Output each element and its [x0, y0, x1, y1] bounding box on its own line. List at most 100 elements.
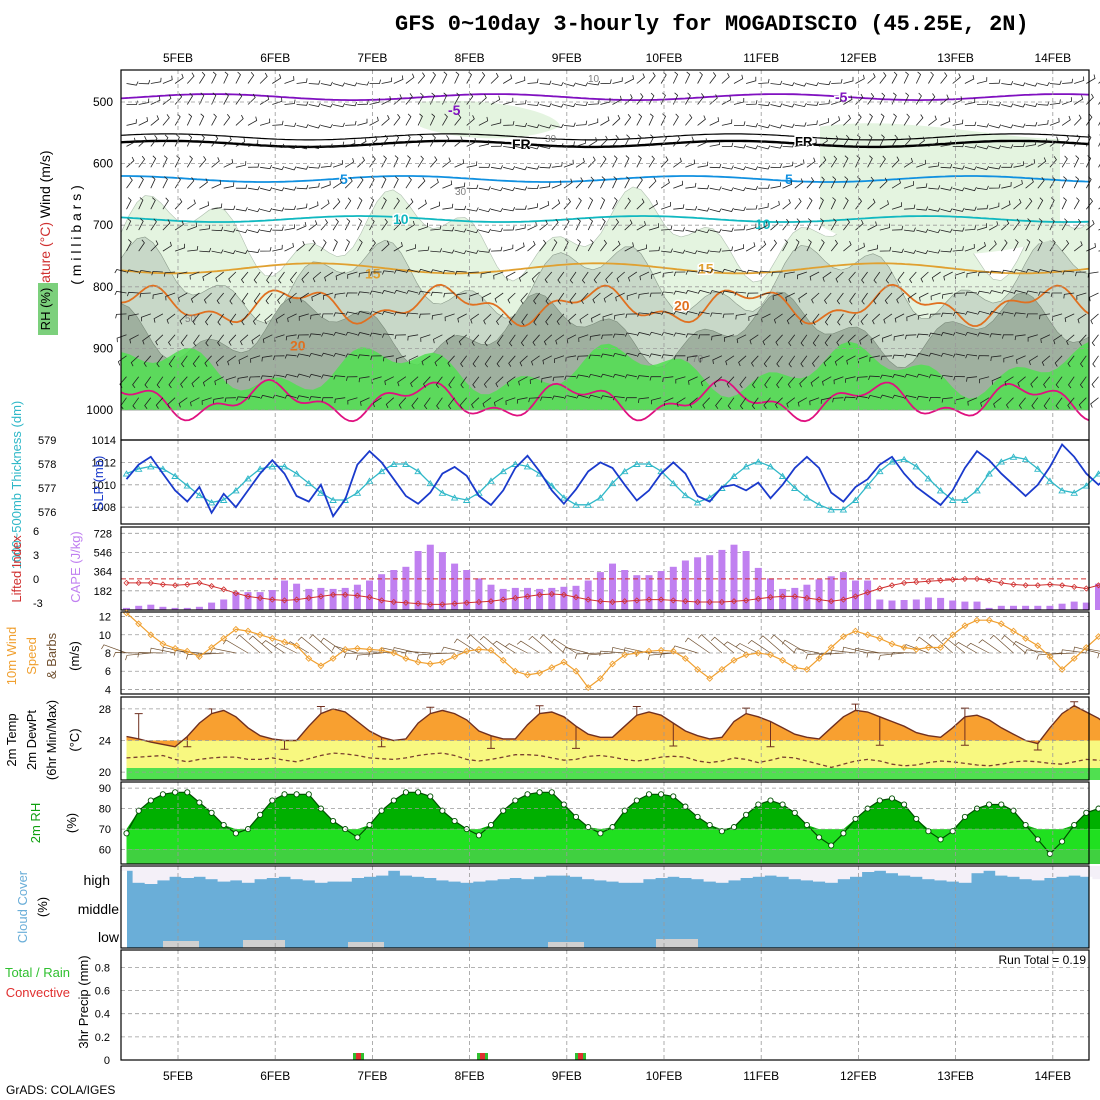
- wind-barb: [733, 187, 747, 192]
- wind-barb: [964, 206, 977, 211]
- wind-axis-label-2: Speed: [24, 637, 39, 675]
- wind-barb: [1043, 376, 1051, 389]
- rh-point: [159, 791, 166, 798]
- wind-barb: [393, 75, 404, 84]
- wind-barb: [393, 289, 407, 295]
- wind-barb: [916, 183, 928, 189]
- wind-barb: [581, 292, 589, 305]
- wind-barb: [600, 155, 607, 168]
- wind-barb: [454, 159, 465, 168]
- wind-barb: [296, 78, 308, 84]
- cape-bar: [949, 600, 957, 610]
- wind-speed-point: [317, 662, 325, 670]
- surface-wind-barb: [248, 635, 273, 654]
- wind-barb: [126, 119, 137, 126]
- cloud-low-fill: [348, 942, 384, 948]
- rh-point: [1071, 821, 1078, 829]
- wind-barb: [800, 334, 808, 347]
- rh-point: [998, 801, 1005, 808]
- wind-barb: [126, 176, 133, 189]
- wind-barb: [787, 376, 796, 388]
- wind-barb: [989, 270, 1002, 275]
- thickness-point: [596, 494, 605, 501]
- wind-barb: [1013, 239, 1019, 252]
- wind-barb: [775, 334, 783, 346]
- wind-barb: [600, 373, 613, 378]
- wind-barb: [1073, 114, 1082, 126]
- wind-barb: [417, 134, 423, 147]
- wind-barb: [506, 271, 516, 281]
- wind-barb: [417, 113, 423, 126]
- li-point: [536, 591, 543, 598]
- wind-barb: [648, 92, 655, 105]
- wind-barb: [1064, 313, 1075, 323]
- wind-barb: [775, 397, 783, 409]
- wind-barb: [919, 292, 929, 302]
- wind-barb: [685, 206, 698, 211]
- wind-barb: [333, 352, 346, 358]
- wind-barb: [357, 81, 370, 86]
- wind-barb: [496, 334, 504, 347]
- wind-barb: [284, 76, 295, 84]
- wind-barb: [882, 334, 893, 343]
- wind-barb: [1053, 334, 1063, 345]
- rh-point: [986, 801, 993, 808]
- wind-barb: [1013, 218, 1020, 231]
- rh-point: [293, 791, 300, 798]
- surface-wind-barb: [516, 640, 540, 654]
- wind-barb: [381, 176, 387, 189]
- wind-barb: [527, 124, 540, 129]
- wind-barb: [481, 292, 492, 302]
- wind-barb: [1073, 134, 1081, 147]
- wind-speed-point: [572, 667, 580, 675]
- wind-barb: [360, 397, 370, 406]
- wind-barb: [782, 218, 790, 231]
- wind-barb: [806, 138, 817, 147]
- surface-wind-barb: [954, 641, 978, 654]
- wind-barb: [166, 313, 176, 324]
- wind-speed-point: [681, 655, 689, 662]
- rh-axis-label: 2m RH: [28, 803, 43, 843]
- wind-speed-point: [633, 649, 641, 657]
- cape-bar: [560, 586, 568, 610]
- wind-barb: [588, 373, 601, 379]
- wind-barb: [588, 394, 601, 399]
- thickness-point: [377, 467, 386, 475]
- wind-barb: [1002, 334, 1014, 339]
- wind-barb: [725, 355, 735, 366]
- wind-barb: [155, 334, 164, 346]
- wind-barb: [369, 98, 380, 105]
- wind-barb: [202, 271, 212, 281]
- max-temp-marker: [316, 706, 325, 714]
- wind-barb: [384, 376, 394, 386]
- wind-barb: [1050, 292, 1063, 297]
- wind-barb: [190, 397, 200, 407]
- wind-barb: [1079, 334, 1087, 346]
- wind-barb: [478, 208, 491, 213]
- cape-bar: [924, 597, 932, 610]
- wind-barb: [235, 114, 244, 126]
- wind-unit-label: (m/s): [67, 641, 82, 671]
- wind-barb: [1073, 218, 1082, 231]
- wind-barb: [989, 79, 1001, 84]
- dewpoint-line: [126, 752, 1100, 769]
- wind-barb: [490, 142, 503, 147]
- thickness-point: [924, 475, 933, 482]
- wind-speed-point: [438, 658, 446, 666]
- cloud-high-gap: [1068, 866, 1081, 876]
- wind-barb: [637, 375, 650, 380]
- wind-speed-line: [126, 612, 1100, 689]
- cloud-high-gap: [861, 866, 875, 872]
- wind-barb: [285, 334, 297, 341]
- surface-wind-barb: [1060, 649, 1087, 655]
- wind-barb: [782, 180, 793, 189]
- wind-barb: [739, 376, 747, 389]
- wind-speed-point: [451, 653, 459, 661]
- wind-barb: [818, 156, 827, 168]
- wind-barb: [253, 271, 261, 284]
- wind-barb: [964, 243, 975, 252]
- wind-barb: [697, 115, 706, 126]
- wind-barb: [940, 117, 951, 126]
- wind-barb: [661, 311, 674, 316]
- wind-barb: [709, 290, 722, 295]
